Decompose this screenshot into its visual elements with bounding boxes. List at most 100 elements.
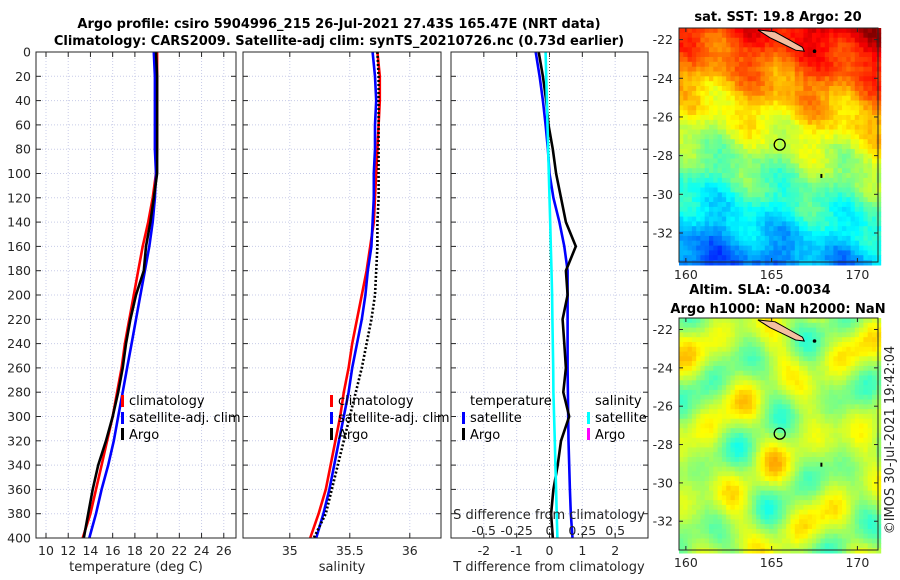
heatmap-cell [876,124,882,131]
heatmap-cell [863,528,869,535]
heatmap-cell [691,95,697,102]
heatmap-cell [751,61,757,68]
heatmap-cell [769,245,774,251]
heatmap-cell [691,437,697,444]
heatmap-cell [700,471,706,477]
heatmap-cell [867,433,873,439]
heatmap-cell [700,202,706,208]
heatmap-cell [833,240,839,247]
heatmap-cell [824,351,830,357]
heatmap-cell [764,437,770,444]
heatmap-cell [867,461,873,468]
heatmap-cell [820,485,826,492]
heatmap-cell [820,466,826,472]
heatmap-cell [837,260,843,266]
heatmap-cell [764,418,770,425]
heatmap-cell [691,481,697,487]
heatmap-cell [824,47,830,53]
heatmap-cell [859,504,864,511]
heatmap-cell [790,485,796,492]
heatmap-cell [696,71,702,77]
heatmap-cell [713,57,719,63]
heatmap-cell [799,71,804,77]
heatmap-cell [730,394,736,401]
heatmap-cell [687,90,693,97]
heatmap-cell [747,514,753,520]
heatmap-cell [799,182,804,189]
heatmap-cell [756,385,762,391]
x-tick-label: 24 [194,543,210,558]
heatmap-cell [777,81,783,87]
heatmap-cell [816,500,822,506]
heatmap-cell [812,57,817,63]
heatmap-cell [726,182,732,189]
series-line-argo [82,51,159,539]
heatmap-cell [700,187,706,193]
heatmap-cell [867,428,873,434]
heatmap-cell [846,90,852,97]
heatmap-cell [876,409,882,415]
heatmap-cell [786,163,792,169]
heatmap-cell [730,187,736,193]
heatmap-cell [816,548,822,554]
heatmap-cell [730,471,736,477]
heatmap-cell [760,346,766,353]
heatmap-cell [876,428,882,434]
heatmap-cell [842,318,847,324]
heatmap-cell [691,380,697,386]
heatmap-cell [794,495,800,501]
heatmap-cell [696,514,702,520]
heatmap-cell [816,389,822,396]
heatmap-cell [734,148,740,155]
heatmap-cell [854,442,860,448]
heatmap-cell [837,533,843,540]
heatmap-cell [842,105,847,111]
heatmap-cell [846,206,852,213]
heatmap-cell [781,481,787,487]
heatmap-cell [704,514,710,520]
heatmap-cell [683,32,689,39]
heatmap-cell [683,173,689,179]
heatmap-cell [721,409,727,415]
heatmap-cell [790,168,796,174]
heatmap-cell [876,452,882,458]
heatmap-cell [799,495,804,501]
heatmap-cell [743,327,749,333]
heatmap-cell [700,240,706,247]
heatmap-cell [812,495,817,501]
heatmap-cell [760,504,766,511]
heatmap-cell [824,119,830,126]
heatmap-cell [790,134,796,140]
heatmap-cell [683,226,689,232]
heatmap-cell [794,370,800,377]
heatmap-cell [730,437,736,444]
heatmap-cell [794,177,800,184]
heatmap-cell [816,524,822,530]
heatmap-cell [691,385,697,391]
heatmap-cell [803,81,809,87]
heatmap-cell [743,52,749,58]
heatmap-cell [872,28,877,34]
heatmap-cell [816,216,822,222]
heatmap-cell [816,129,822,135]
heatmap-cell [876,327,882,333]
heatmap-cell [730,361,736,367]
heatmap-cell [687,365,693,372]
heatmap-cell [769,337,774,343]
heatmap-cell [781,346,787,353]
heatmap-cell [739,504,744,511]
heatmap-cell [824,327,830,333]
heatmap-cell [687,519,693,525]
heatmap-cell [812,240,817,247]
heatmap-cell [842,471,847,477]
heatmap-cell [747,86,753,92]
heatmap-cell [773,452,779,458]
heatmap-cell [794,231,800,237]
heatmap-cell [786,173,792,179]
heatmap-cell [721,235,727,242]
heatmap-cell [713,119,719,126]
heatmap-cell [700,327,706,333]
heatmap-cell [872,543,877,549]
heatmap-cell [683,476,689,482]
heatmap-cell [721,351,727,357]
